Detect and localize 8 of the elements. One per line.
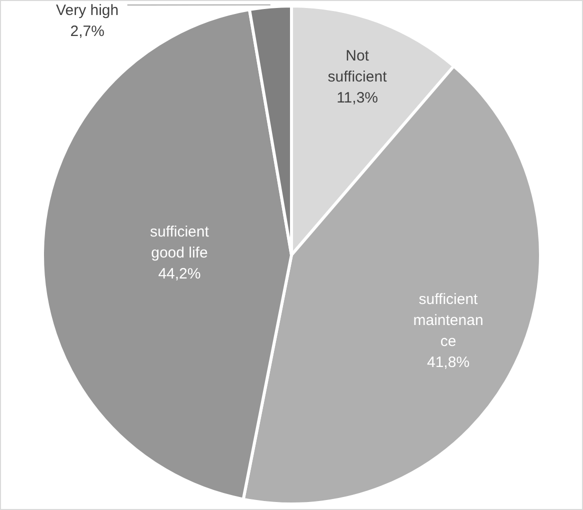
data-label: 11,3% (336, 90, 378, 107)
slice-label: sufficient maintenance (413, 290, 484, 350)
data-label: 44,2% (158, 266, 201, 283)
data-label: 41,8% (426, 354, 470, 371)
data-label: 2,7% (70, 23, 104, 40)
slice-label: sufficient good life (150, 224, 210, 262)
slice-label: Not sufficient (328, 48, 388, 86)
slice-label: Very high (56, 2, 119, 20)
